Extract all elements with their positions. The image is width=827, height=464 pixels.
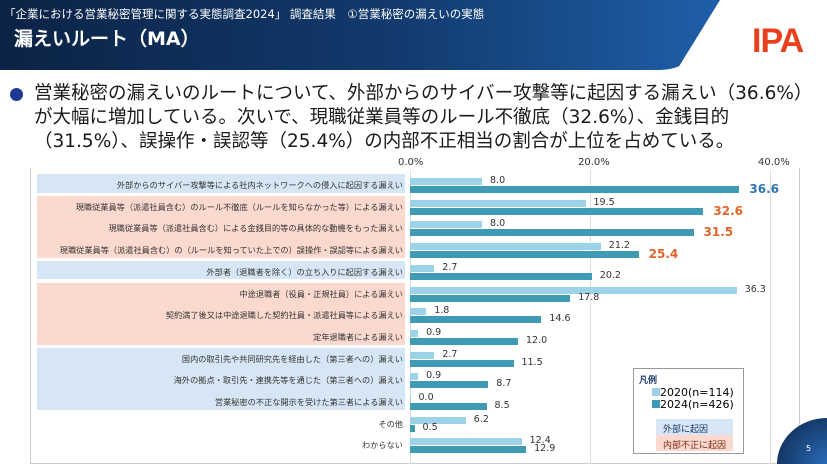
data-label: 12.0 bbox=[526, 334, 548, 346]
category-label: 現職従業員等（派遣社員含む）による金銭目的等の具体的な動機をもった漏えい bbox=[108, 223, 403, 234]
bar-2020 bbox=[410, 438, 522, 446]
bullet-text: 営業秘密の漏えいのルートについて、外部からのサイバー攻撃等に起因する漏えい（36… bbox=[34, 83, 813, 152]
bar-2024 bbox=[410, 316, 542, 324]
data-label: 32.6 bbox=[713, 203, 743, 218]
header-banner bbox=[0, 0, 720, 70]
data-label: 11.5 bbox=[521, 356, 543, 368]
category-label: その他 bbox=[378, 418, 403, 429]
category-group-bg-external bbox=[37, 260, 405, 280]
bullet-point: 営業秘密の漏えいのルートについて、外部からのサイバー攻撃等に起因する漏えい（36… bbox=[10, 82, 820, 154]
bar-2024 bbox=[410, 229, 694, 237]
data-label: 12.9 bbox=[534, 443, 556, 455]
bar-2020 bbox=[410, 329, 419, 337]
bar-2020 bbox=[410, 308, 427, 316]
category-group-bg-internal bbox=[37, 195, 405, 258]
data-label: 36.3 bbox=[744, 283, 766, 295]
category-label: 定年退職者による漏えい bbox=[313, 331, 403, 342]
data-label: 0.9 bbox=[426, 370, 442, 382]
bar-2024 bbox=[410, 207, 704, 215]
data-label: 2.7 bbox=[442, 261, 458, 273]
data-label: 12.4 bbox=[529, 435, 551, 447]
category-label: 現職従業員等（派遣社員含む）の（ルールを知っていた上での）誤操作・誤認等による漏… bbox=[59, 245, 403, 256]
data-label: 0.0 bbox=[418, 392, 434, 403]
gridline bbox=[590, 170, 591, 464]
bar-2020 bbox=[410, 286, 737, 294]
bar-2024 bbox=[410, 381, 489, 389]
bar-2020 bbox=[410, 416, 466, 424]
x-tick-label: 20.0% bbox=[578, 157, 610, 168]
data-label: 31.5 bbox=[703, 225, 734, 240]
bar-2024 bbox=[410, 272, 592, 280]
bar-2024 bbox=[410, 337, 518, 345]
slide-title: 漏えいルート（MA） bbox=[14, 28, 200, 50]
bar-2020 bbox=[410, 199, 586, 207]
bar-2024 bbox=[410, 359, 514, 367]
category-group-bg-internal bbox=[37, 282, 405, 345]
category-label: 国内の取引先や共同研究先を経由した（第三者への）漏えい bbox=[181, 353, 403, 364]
data-label: 20.2 bbox=[599, 269, 621, 281]
category-group-bg-external bbox=[37, 174, 405, 193]
data-label: 6.2 bbox=[473, 413, 489, 425]
category-label: 中途退職者（役員・正規社員）による漏えい bbox=[239, 288, 403, 299]
bar-2024 bbox=[410, 403, 487, 410]
ipa-logo: IPA bbox=[752, 22, 804, 60]
data-label: 14.6 bbox=[549, 313, 571, 325]
legend-title: 凡例 bbox=[639, 376, 658, 386]
bar-2020 bbox=[410, 178, 482, 185]
data-label: 2.7 bbox=[442, 348, 458, 360]
data-label: 19.5 bbox=[593, 196, 615, 208]
legend-swatch-icon bbox=[652, 388, 660, 396]
data-label: 36.6 bbox=[749, 182, 779, 196]
legend-swatch-icon bbox=[652, 400, 660, 408]
legend-external: 外部に起因 bbox=[656, 419, 733, 435]
data-label: 0.9 bbox=[426, 326, 442, 338]
legend: 凡例 2020(n=114) 2024(n=426) 外部に起因 内部不正に起因 bbox=[633, 368, 744, 454]
bar-2024 bbox=[410, 186, 740, 193]
bar-2020 bbox=[410, 221, 482, 229]
bar-2024 bbox=[410, 251, 639, 259]
data-label: 17.8 bbox=[578, 291, 600, 303]
bar-2024 bbox=[410, 294, 571, 302]
gridline bbox=[770, 170, 771, 464]
x-tick-label: 0.0% bbox=[398, 157, 424, 168]
data-label: 8.0 bbox=[490, 218, 506, 230]
bar-2020 bbox=[410, 243, 601, 251]
bar-2020 bbox=[410, 395, 411, 402]
category-group-bg-external bbox=[37, 347, 405, 410]
data-label: 0.5 bbox=[422, 421, 438, 433]
legend-item-2020: 2020(n=114) bbox=[652, 386, 734, 399]
bar-2020 bbox=[410, 264, 435, 272]
data-label: 21.2 bbox=[608, 240, 630, 252]
bar-2020 bbox=[410, 373, 419, 381]
page-number: 5 bbox=[806, 444, 812, 453]
legend-internal: 内部不正に起因 bbox=[656, 435, 733, 451]
category-label: 外部からのサイバー攻撃等による社内ネットワークへの侵入に起因する漏えい bbox=[116, 180, 403, 190]
bar-2024 bbox=[410, 424, 415, 432]
slide-subtitle: 「企業における営業秘密管理に関する実態調査2024」 調査結果 ①営業秘密の漏え… bbox=[4, 7, 485, 21]
category-label: わからない bbox=[362, 440, 403, 451]
legend-item-2024: 2024(n=426) bbox=[652, 398, 734, 411]
category-label: 現職従業員等（派遣社員含む）のルール不徹底（ルールを知らなかった等）による漏えい bbox=[75, 201, 403, 212]
category-label: 海外の拠点・取引先・連携先等を通じた（第三者への）漏えい bbox=[173, 375, 403, 386]
data-label: 1.8 bbox=[434, 305, 450, 317]
data-label: 25.4 bbox=[648, 247, 679, 262]
data-label: 8.5 bbox=[494, 400, 510, 411]
bar-2020 bbox=[410, 351, 435, 359]
data-label: 8.0 bbox=[490, 175, 506, 186]
data-label: 8.7 bbox=[496, 378, 512, 390]
bar-2024 bbox=[410, 446, 527, 454]
x-tick-label: 40.0% bbox=[758, 157, 790, 168]
bullet-icon bbox=[10, 88, 23, 101]
category-label: 外部者（退職者を除く）の立ち入りに起因する漏えい bbox=[206, 266, 403, 277]
category-label: 営業秘密の不正な開示を受けた第三者による漏えい bbox=[214, 397, 403, 407]
category-label: 契約満了後又は中途退職した契約社員・派遣社員等による漏えい bbox=[165, 310, 403, 321]
